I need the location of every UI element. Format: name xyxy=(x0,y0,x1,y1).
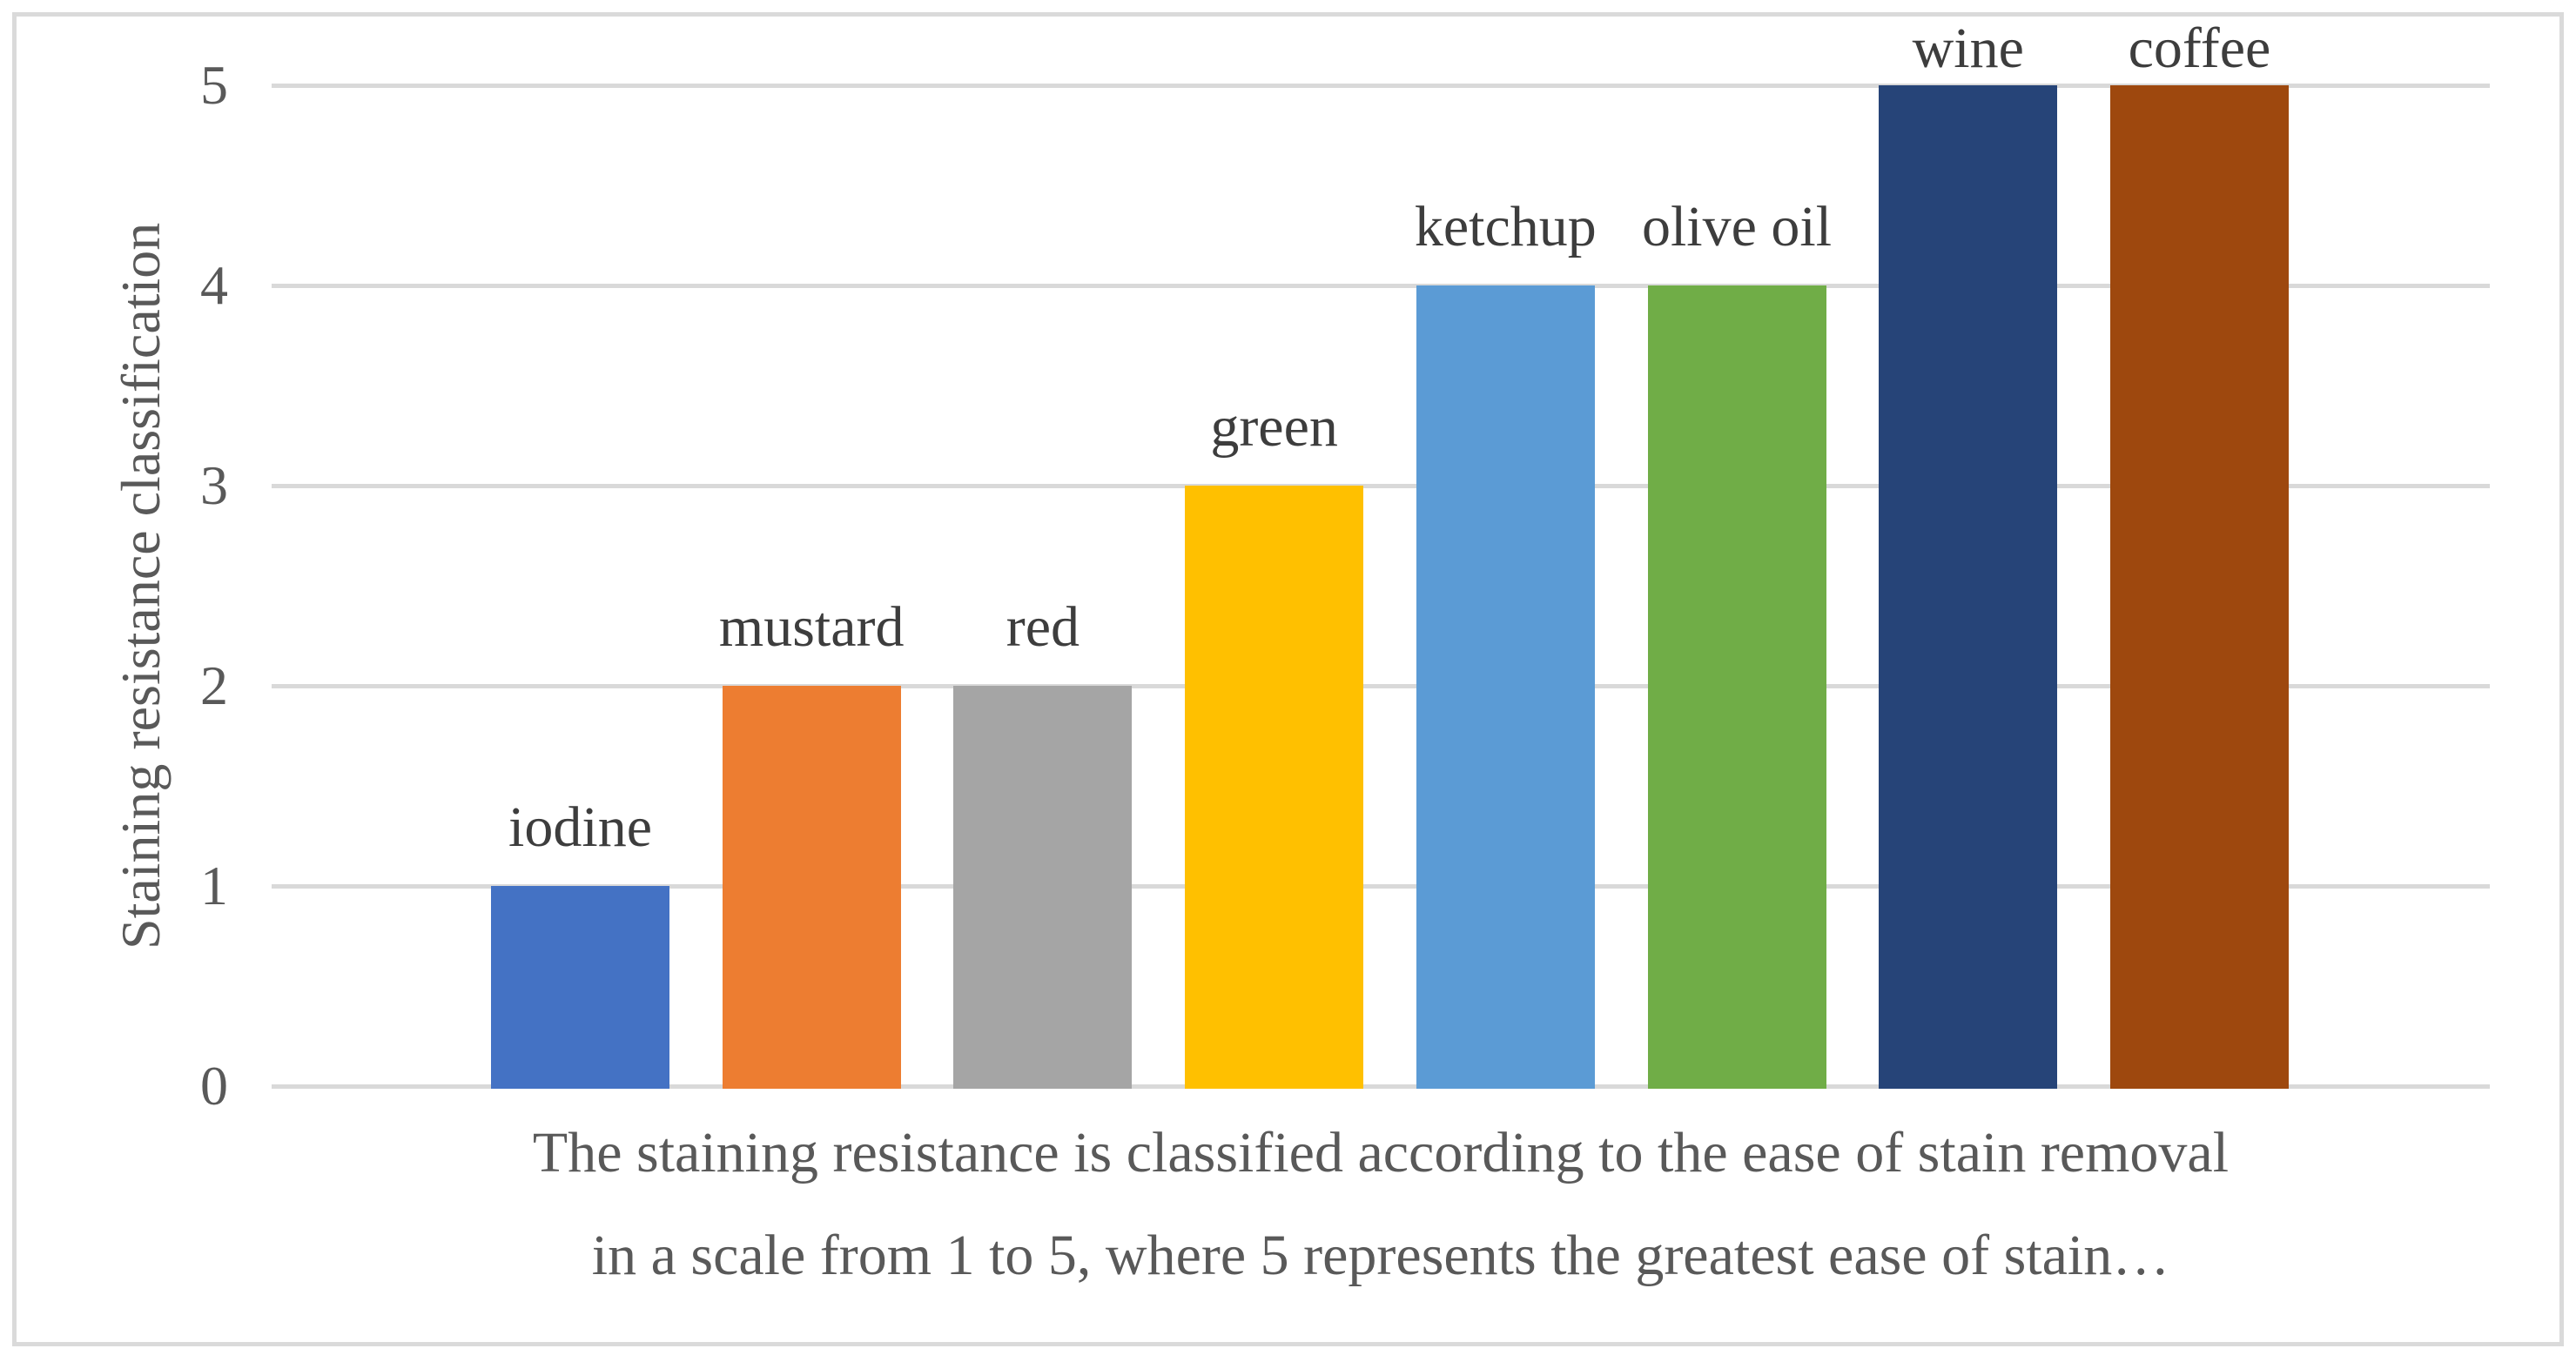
gridline-1 xyxy=(272,883,2490,889)
y-tick-label-3: 3 xyxy=(200,454,228,516)
bar-label-green: green xyxy=(1210,395,1338,459)
bar-wine xyxy=(1879,85,2058,1089)
bar-coffee xyxy=(2109,85,2289,1089)
bar-label-red: red xyxy=(1006,595,1080,659)
y-tick-label-0: 0 xyxy=(200,1055,228,1117)
bar-label-mustard: mustard xyxy=(718,595,905,659)
bar-ketchup xyxy=(1416,285,1595,1089)
x-axis-caption: The staining resistance is classified ac… xyxy=(272,1102,2490,1307)
y-axis-title: Staining resistance classification xyxy=(110,222,172,949)
bar-green xyxy=(1185,486,1364,1089)
y-tick-label-1: 1 xyxy=(200,855,228,916)
x-axis-caption-line-1: The staining resistance is classified ac… xyxy=(532,1121,2230,1184)
y-tick-label-5: 5 xyxy=(200,54,228,116)
y-tick-label-2: 2 xyxy=(200,654,228,716)
bar-red xyxy=(953,686,1133,1089)
bar-label-iodine: iodine xyxy=(508,795,652,859)
gridline-5 xyxy=(272,83,2490,88)
bar-label-ketchup: ketchup xyxy=(1414,195,1597,258)
gridline-2 xyxy=(272,683,2490,688)
bar-iodine xyxy=(491,886,669,1089)
bar-label-wine: wine xyxy=(1912,17,2024,80)
bar-label-olive-oil: olive oil xyxy=(1641,195,1833,258)
bar-olive-oil xyxy=(1647,285,1826,1089)
y-tick-label-4: 4 xyxy=(200,254,228,316)
bar-mustard xyxy=(722,686,901,1089)
gridline-0 xyxy=(272,1084,2490,1089)
gridline-3 xyxy=(272,483,2490,488)
bar-label-coffee: coffee xyxy=(2128,17,2271,80)
x-axis-caption-line-2: in a scale from 1 to 5, where 5 represen… xyxy=(591,1224,2170,1287)
gridline-4 xyxy=(272,283,2490,288)
